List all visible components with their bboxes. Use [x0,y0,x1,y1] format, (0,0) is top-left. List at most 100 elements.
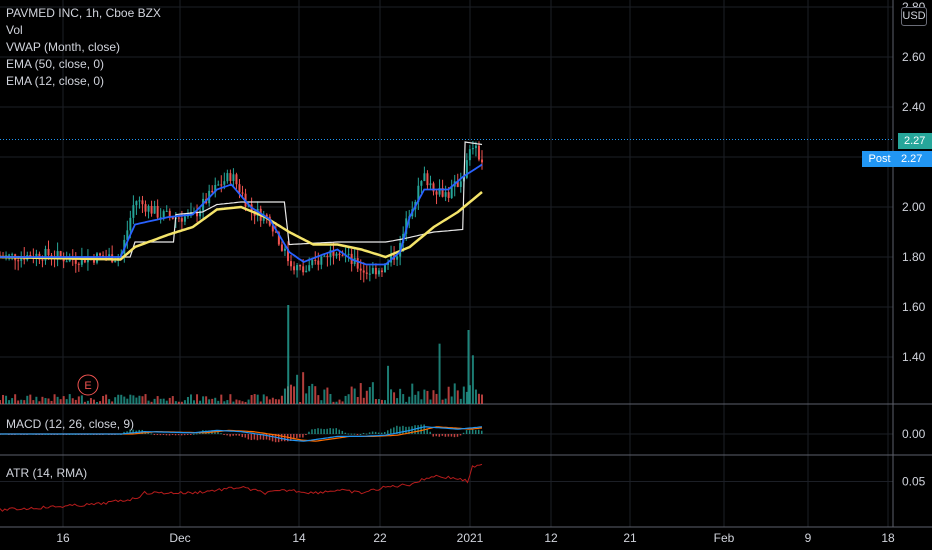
volume-bar [362,397,365,404]
candle-body [326,255,329,258]
volume-bar [177,401,180,404]
macd-histogram-bar [183,434,186,436]
volume-bar [99,401,102,404]
macd-histogram-bar [335,428,337,434]
volume-bar [405,401,408,404]
volume-bar [162,398,165,404]
volume-bar [35,396,38,404]
volume-bar [108,399,111,404]
macd-histogram-bar [323,429,325,434]
volume-bar [38,401,41,404]
candle-body [396,256,399,260]
volume-bar [426,390,429,404]
volume-bar [199,400,202,404]
candle-body [365,272,368,274]
volume-bar [141,396,144,404]
candle-body [162,211,165,218]
macd-histogram-bar [474,430,477,434]
earnings-marker[interactable] [77,374,99,396]
volume-bar [120,394,123,404]
candle-body [368,273,371,275]
candle-body [320,256,323,265]
legend-ema12[interactable]: EMA (12, close, 0) [6,74,105,88]
price-tag: 2.27 [898,133,932,149]
macd-histogram-bar [447,434,450,437]
candle-body [74,259,77,264]
volume-bar [56,396,59,404]
volume-bar [235,399,238,404]
macd-histogram-bar [280,434,283,442]
candle-body [223,181,226,185]
macd-histogram-bar [189,434,192,435]
candle-body [159,217,162,219]
time-axis[interactable]: 16 Dec 14 22 2021 12 21 Feb 9 18 [56,531,895,545]
candle-body [241,192,244,194]
legend-atr[interactable]: ATR (14, RMA) [6,466,88,480]
price-tick-label: 2.60 [902,50,926,64]
candle-body [387,262,390,265]
ema50-line [0,191,483,261]
volume-bar [183,400,186,404]
volume-bar [138,395,141,404]
macd-histogram-bar [223,434,225,435]
macd-histogram-bar [471,429,474,434]
macd-histogram-bar [353,433,356,435]
macd-histogram-bar [132,429,134,434]
volume-bar [353,388,356,404]
volume-bar [23,400,26,404]
macd-tick-label: 0.00 [902,427,926,441]
candle-body [380,270,383,273]
macd-histogram-bar [244,434,247,438]
volume-bar [238,400,241,404]
macd-histogram-bar [262,434,265,440]
candle-body [299,265,302,267]
volume-bar [311,383,314,404]
candle-body [468,149,471,161]
candle-body [274,231,277,233]
legend-vol[interactable]: Vol [6,23,23,37]
volume-bar [462,386,465,404]
volume-bar [259,401,262,404]
volume-bar [396,398,399,404]
candle-body [356,258,359,269]
legend-ema50[interactable]: EMA (50, close, 0) [6,57,105,71]
volume-bar [29,394,32,404]
volume-bar [89,398,92,404]
candle-body [135,201,138,206]
currency-button[interactable]: USD [901,7,927,26]
macd-histogram-bar [174,434,177,436]
volume-bar [477,393,480,404]
candle-body [423,173,426,182]
volume-bar [447,386,450,404]
post-tag: Post 2.27 [862,151,932,167]
candle-body [447,192,450,198]
volume-bar [371,382,374,404]
ema12-line [0,163,483,266]
volume-bar [105,394,108,404]
volume-bar [468,385,471,404]
candle-body [11,254,14,256]
volume-bar [226,400,229,404]
price-axis[interactable]: 2.802.602.402.202.001.801.601.400.000.05 [902,0,926,489]
macd-histogram-bar [293,434,295,440]
candle-body [232,174,235,181]
macd-histogram-bar [129,429,131,434]
macd-histogram-bar [456,434,459,437]
volume-bar [47,398,50,404]
atr-line [0,463,483,512]
candle-body [177,217,180,219]
candle-body [450,186,453,198]
candle-body [265,214,268,217]
candle-body [44,248,47,261]
legend-vwap[interactable]: VWAP (Month, close) [6,40,121,54]
legend-macd[interactable]: MACD (12, 26, close, 9) [6,417,135,431]
candle-body [226,173,229,182]
candle-body [144,204,147,212]
symbol-title[interactable]: PAVMED INC, 1h, Cboe BZX [6,6,161,20]
candle-body [168,210,171,217]
volume-bar [262,394,265,404]
macd-histogram-bar [417,425,419,434]
candle-body [314,259,317,261]
candle-body [126,230,129,240]
